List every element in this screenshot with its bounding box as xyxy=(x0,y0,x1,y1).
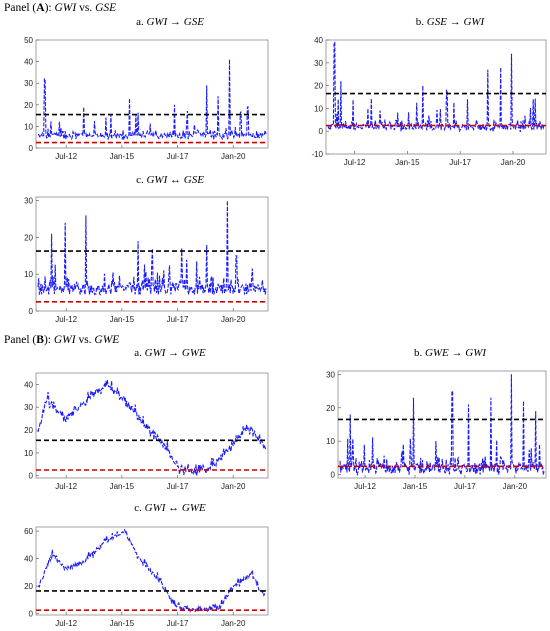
plot-area xyxy=(35,526,269,616)
y-tick-label: 40 xyxy=(24,555,33,564)
x-tick-label: Jul-17 xyxy=(167,315,189,324)
x-tick-label: Jul-12 xyxy=(344,158,366,167)
x-tick-label: Jul-17 xyxy=(167,619,189,628)
y-tick-label: 10 xyxy=(24,449,33,458)
y-tick-label: 0 xyxy=(29,307,34,316)
chart-b-a: 0 10 20 30 40 Jul-12 Jan-15 Jul-17 Jan-20 xyxy=(24,372,269,491)
y-tick-label: 0 xyxy=(29,144,34,153)
y-tick-label: 20 xyxy=(24,233,33,242)
x-tick-label: Jan-15 xyxy=(110,482,135,491)
series-line xyxy=(37,59,267,141)
x-tick-label: Jul-17 xyxy=(449,158,471,167)
y-tick-label: 20 xyxy=(24,582,33,591)
y-tick-label: 10 xyxy=(24,270,33,279)
chart-title-b-c: c. GWI ↔ GWE xyxy=(134,502,206,514)
x-tick-label: Jul-17 xyxy=(454,482,476,491)
series-line xyxy=(327,41,545,133)
x-tick-label: Jan-20 xyxy=(221,315,246,324)
x-tick-label: Jul-17 xyxy=(167,152,189,161)
panel-b-heading: Panel (B): GWI vs. GWE xyxy=(4,334,120,346)
x-tick-label: Jan-20 xyxy=(501,158,526,167)
chart-title-a-b: b. GSE → GWI xyxy=(415,16,485,28)
panel-a-heading: Panel (A): GWI vs. GSE xyxy=(4,2,117,14)
x-tick-label: Jan-15 xyxy=(110,152,135,161)
y-tick-label: 30 xyxy=(326,370,335,379)
chart-title-b-b: b. GWE → GWI xyxy=(413,347,487,359)
y-tick-label: 0 xyxy=(29,610,34,619)
chart-b-c: 0 20 40 60 Jul-12 Jan-15 Jul-17 Jan-20 xyxy=(24,526,269,628)
series-line xyxy=(339,374,545,476)
y-tick-label: 0 xyxy=(29,472,34,481)
chart-b-b: 0 10 20 30 Jul-12 Jan-15 Jul-17 Jan-20 xyxy=(326,370,547,491)
y-tick-label: 40 xyxy=(24,380,33,389)
y-tick-label: 20 xyxy=(326,404,335,413)
y-tick-label: 40 xyxy=(24,58,33,67)
x-tick-label: Jul-12 xyxy=(55,619,77,628)
x-tick-label: Jan-20 xyxy=(503,482,528,491)
y-tick-label: 0 xyxy=(319,127,324,136)
series-line xyxy=(37,200,267,296)
y-tick-label: 30 xyxy=(314,59,323,68)
y-tick-label: 0 xyxy=(331,471,336,480)
y-tick-label: 10 xyxy=(314,104,323,113)
x-tick-label: Jan-15 xyxy=(395,158,420,167)
chart-a-a: 0 10 20 30 40 50 Jul-12 Jan-15 Jul-17 Jan-20 xyxy=(24,36,269,161)
y-tick-label: 30 xyxy=(24,79,33,88)
series-line xyxy=(37,528,267,614)
x-tick-label: Jul-12 xyxy=(354,482,376,491)
y-tick-label: 30 xyxy=(24,197,33,206)
x-tick-label: Jul-12 xyxy=(55,152,77,161)
chart-title-b-a: a. GWI → GWE xyxy=(134,347,206,359)
y-tick-label: -10 xyxy=(311,150,323,159)
chart-a-b: -10 0 10 20 30 40 Jul-12 Jan-15 Jul-17 Jan-20 xyxy=(311,36,547,167)
x-tick-label: Jan-15 xyxy=(110,619,135,628)
x-tick-label: Jan-15 xyxy=(110,315,135,324)
chart-title-a-c: c. GWI ↔ GSE xyxy=(136,174,204,186)
x-tick-label: Jul-12 xyxy=(55,315,77,324)
y-tick-label: 60 xyxy=(24,527,33,536)
y-tick-label: 30 xyxy=(24,403,33,412)
chart-title-a-a: a. GWI → GSE xyxy=(136,16,204,28)
series-line xyxy=(37,379,267,476)
plot-area xyxy=(325,39,547,155)
plot-area xyxy=(35,196,269,312)
y-tick-label: 40 xyxy=(314,36,323,45)
y-tick-label: 50 xyxy=(24,36,33,45)
y-tick-label: 20 xyxy=(24,426,33,435)
y-tick-label: 20 xyxy=(314,82,323,91)
x-tick-label: Jan-20 xyxy=(221,482,246,491)
y-tick-label: 20 xyxy=(24,101,33,110)
y-tick-label: 10 xyxy=(326,437,335,446)
x-tick-label: Jul-17 xyxy=(167,482,189,491)
x-tick-label: Jan-15 xyxy=(403,482,428,491)
x-tick-label: Jan-20 xyxy=(221,619,246,628)
x-tick-label: Jan-20 xyxy=(221,152,246,161)
x-tick-label: Jul-12 xyxy=(55,482,77,491)
plot-area xyxy=(35,372,269,479)
y-tick-label: 10 xyxy=(24,122,33,131)
chart-a-c: 0 10 20 30 Jul-12 Jan-15 Jul-17 Jan-20 xyxy=(24,196,269,324)
